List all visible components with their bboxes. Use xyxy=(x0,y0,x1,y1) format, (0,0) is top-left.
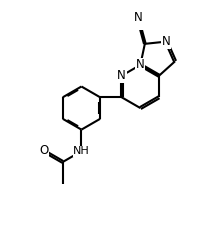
Text: N: N xyxy=(136,59,145,71)
Text: N: N xyxy=(117,69,126,82)
Text: O: O xyxy=(39,144,48,157)
Text: NH: NH xyxy=(73,146,90,156)
Text: N: N xyxy=(134,11,143,24)
Text: N: N xyxy=(162,35,171,48)
